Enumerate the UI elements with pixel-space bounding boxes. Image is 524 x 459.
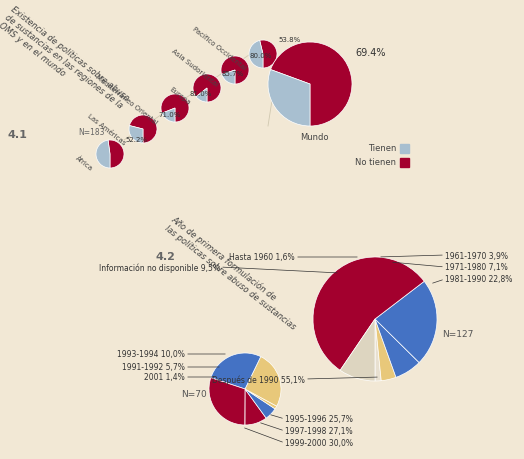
Text: 81.0%: 81.0%: [190, 91, 212, 97]
Text: Las Américas: Las Américas: [87, 113, 127, 146]
Wedge shape: [129, 116, 157, 144]
Wedge shape: [162, 109, 175, 123]
Text: No tienen: No tienen: [355, 158, 396, 167]
Text: 4.1: 4.1: [7, 130, 27, 140]
Wedge shape: [245, 389, 266, 425]
Text: 52.2%: 52.2%: [125, 137, 147, 143]
Wedge shape: [96, 141, 110, 168]
Text: 1971-1980 7,1%: 1971-1980 7,1%: [445, 263, 508, 272]
Wedge shape: [222, 71, 235, 85]
Text: 1999-2000 30,0%: 1999-2000 30,0%: [285, 438, 353, 448]
Wedge shape: [161, 95, 189, 123]
Wedge shape: [108, 141, 124, 168]
Text: 1961-1970 3,9%: 1961-1970 3,9%: [445, 251, 508, 260]
Text: 4.2: 4.2: [155, 252, 175, 262]
Text: 1981-1990 22,8%: 1981-1990 22,8%: [445, 275, 512, 284]
Wedge shape: [260, 41, 277, 69]
Wedge shape: [209, 378, 245, 425]
Text: Tienen: Tienen: [368, 144, 396, 153]
Text: 1997-1998 27,1%: 1997-1998 27,1%: [285, 426, 353, 436]
Text: N=70: N=70: [181, 390, 207, 398]
Wedge shape: [245, 357, 281, 406]
Text: Mediterráneo Oriental: Mediterráneo Oriental: [95, 73, 159, 125]
Text: África: África: [74, 154, 94, 172]
Wedge shape: [211, 353, 261, 389]
Wedge shape: [193, 75, 221, 103]
Wedge shape: [268, 70, 310, 127]
Wedge shape: [375, 319, 396, 381]
Text: Hasta 1960 1,6%: Hasta 1960 1,6%: [230, 253, 295, 262]
Text: 1995-1996 25,7%: 1995-1996 25,7%: [285, 414, 353, 424]
Text: 2001 1,4%: 2001 1,4%: [144, 373, 185, 382]
Wedge shape: [375, 282, 437, 363]
Wedge shape: [245, 389, 277, 409]
Wedge shape: [196, 89, 207, 103]
Text: Información no disponible 9,5%: Información no disponible 9,5%: [99, 263, 220, 272]
Text: N=127: N=127: [442, 330, 473, 339]
Text: Pacífico Occidental: Pacífico Occidental: [191, 26, 247, 72]
Wedge shape: [340, 319, 375, 381]
Text: 1991-1992 5,7%: 1991-1992 5,7%: [122, 363, 185, 372]
Wedge shape: [313, 257, 424, 370]
Text: 53.8%: 53.8%: [278, 37, 300, 43]
Text: Mundo: Mundo: [300, 133, 329, 142]
Wedge shape: [270, 43, 352, 127]
Text: Asia Sudoriental: Asia Sudoriental: [170, 48, 219, 88]
Text: N=183: N=183: [78, 128, 104, 137]
Text: Existencia de políticas sobre abuso
de sustancias en las regiones de la
OMS y en: Existencia de políticas sobre abuso de s…: [0, 5, 131, 119]
Wedge shape: [375, 319, 381, 381]
Bar: [400, 145, 409, 154]
Text: 1993-1994 10,0%: 1993-1994 10,0%: [117, 350, 185, 359]
Text: Después de 1990 55,1%: Después de 1990 55,1%: [212, 375, 305, 384]
Text: 80.0%: 80.0%: [250, 53, 272, 59]
Text: Europa: Europa: [168, 86, 191, 106]
Text: Año de primera formulación de
las políticas sobre abuso de sustancias: Año de primera formulación de las políti…: [163, 214, 304, 330]
Wedge shape: [249, 41, 263, 69]
Bar: [400, 159, 409, 168]
Wedge shape: [129, 126, 143, 144]
Wedge shape: [221, 57, 249, 85]
Wedge shape: [375, 319, 419, 377]
Text: 71.0%: 71.0%: [158, 112, 180, 118]
Text: 85.7%: 85.7%: [222, 71, 244, 77]
Text: 69.4%: 69.4%: [355, 48, 386, 58]
Wedge shape: [245, 389, 275, 418]
